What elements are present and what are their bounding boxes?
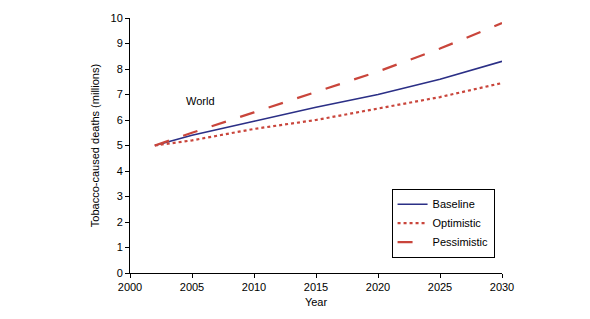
svg-text:World: World xyxy=(186,95,215,107)
svg-text:Pessimistic: Pessimistic xyxy=(433,236,489,248)
svg-text:2020: 2020 xyxy=(366,281,390,293)
svg-text:Tobacco-caused deaths (million: Tobacco-caused deaths (millions) xyxy=(89,64,101,227)
svg-text:Baseline: Baseline xyxy=(433,198,475,210)
svg-text:Year: Year xyxy=(305,296,328,308)
svg-text:2000: 2000 xyxy=(118,281,142,293)
svg-text:2010: 2010 xyxy=(242,281,266,293)
svg-text:5: 5 xyxy=(117,139,123,151)
svg-text:0: 0 xyxy=(117,267,123,279)
svg-text:3: 3 xyxy=(117,190,123,202)
svg-text:4: 4 xyxy=(117,165,123,177)
svg-text:8: 8 xyxy=(117,63,123,75)
svg-text:2030: 2030 xyxy=(490,281,514,293)
svg-text:2015: 2015 xyxy=(304,281,328,293)
svg-text:2: 2 xyxy=(117,216,123,228)
svg-text:6: 6 xyxy=(117,114,123,126)
svg-text:9: 9 xyxy=(117,37,123,49)
svg-text:2005: 2005 xyxy=(180,281,204,293)
svg-text:Optimistic: Optimistic xyxy=(433,217,482,229)
svg-text:2025: 2025 xyxy=(428,281,452,293)
svg-text:10: 10 xyxy=(111,12,123,24)
svg-text:7: 7 xyxy=(117,88,123,100)
svg-text:1: 1 xyxy=(117,241,123,253)
